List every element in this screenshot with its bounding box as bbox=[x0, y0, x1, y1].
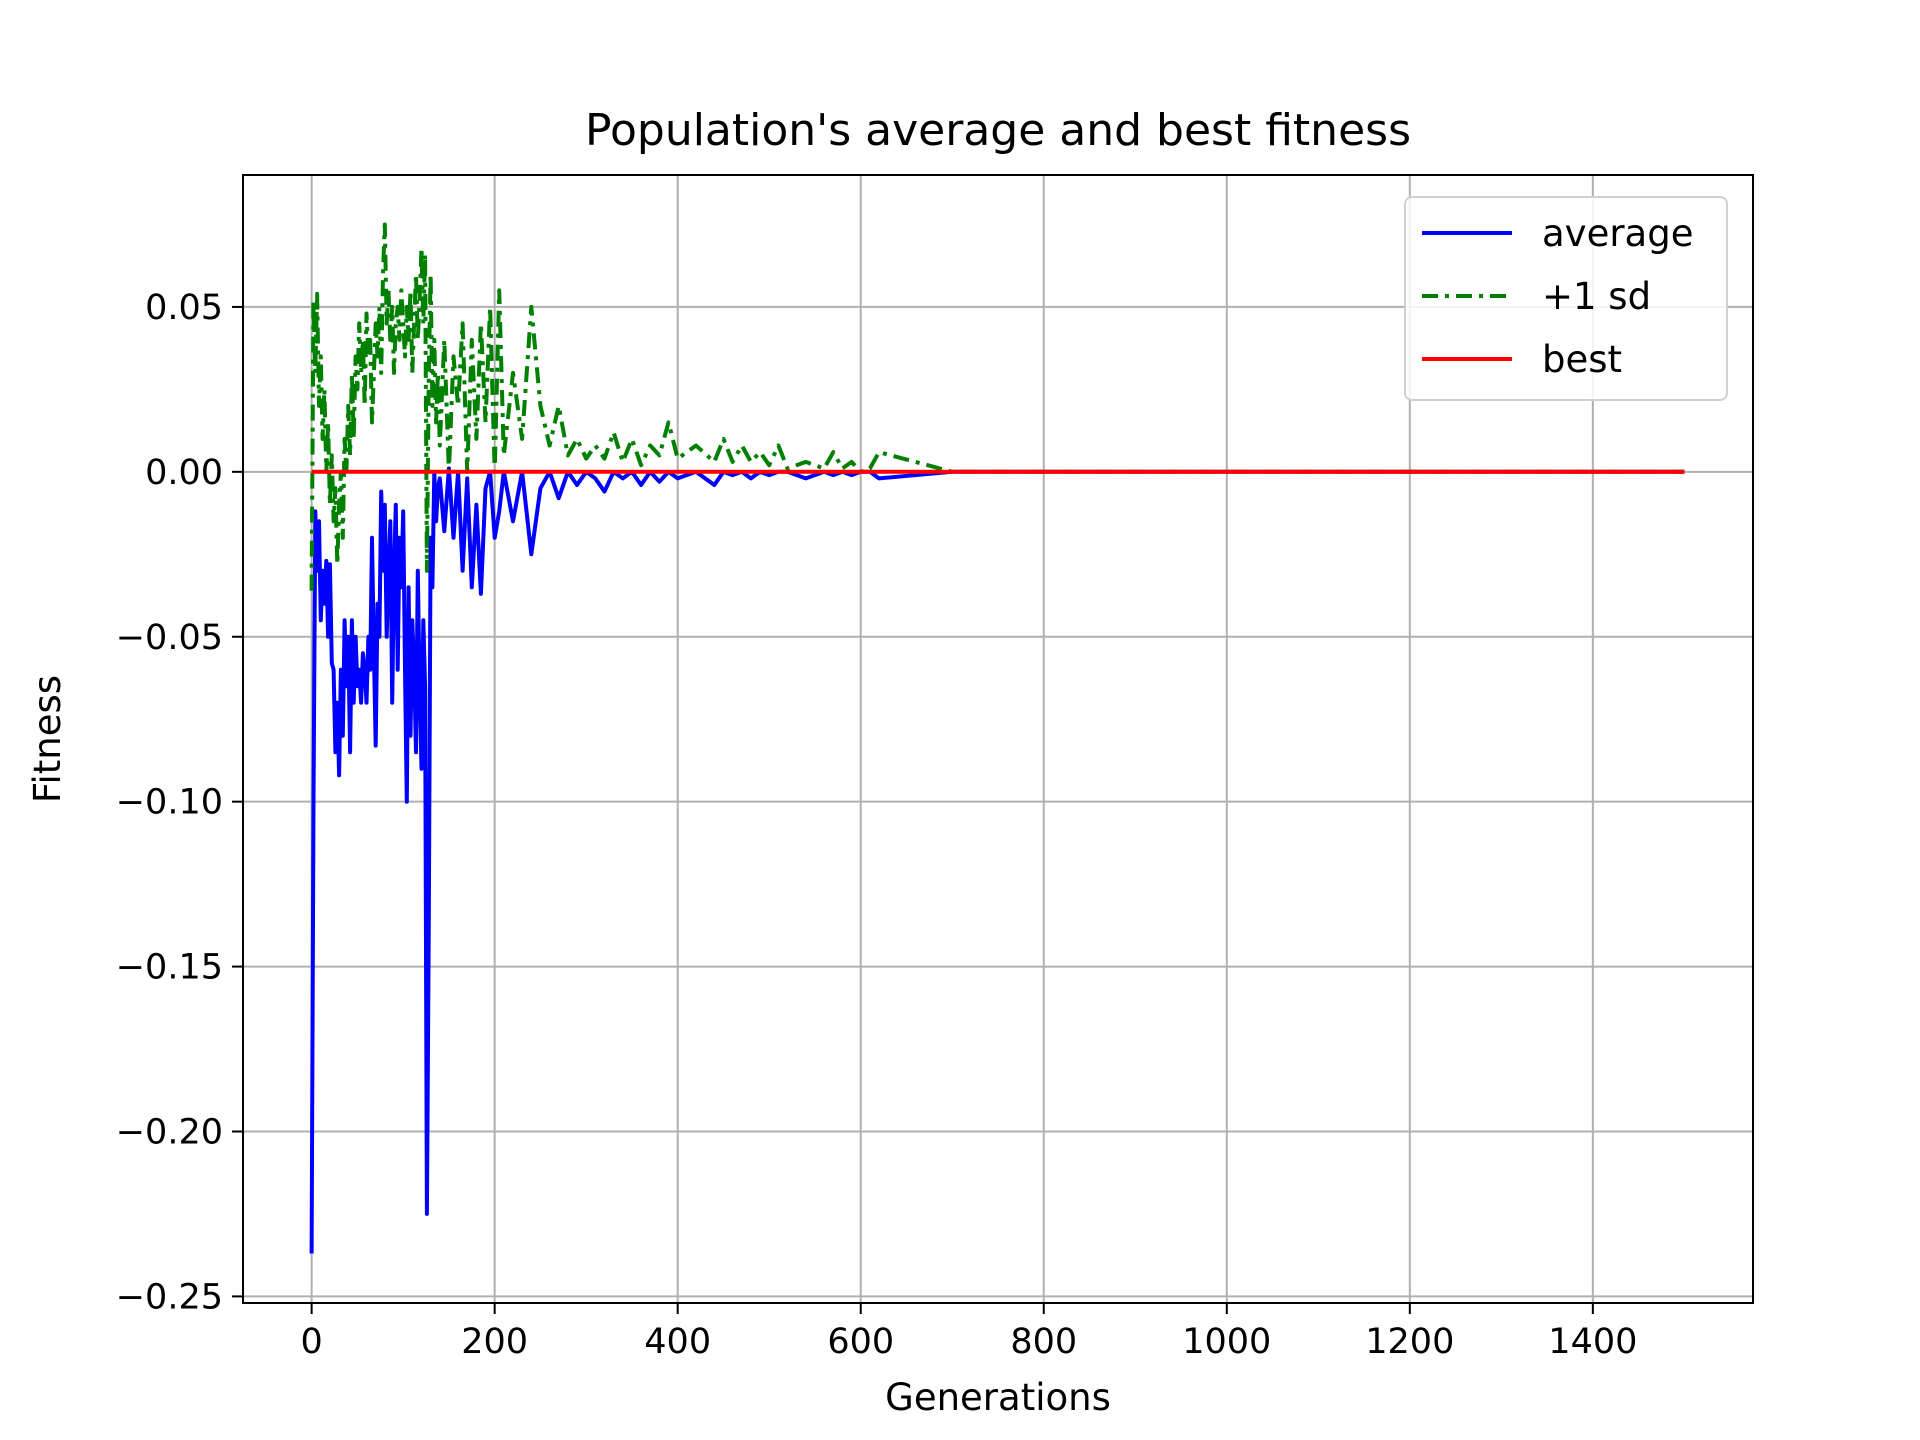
x-tick-label: 600 bbox=[827, 1322, 894, 1362]
ticks: 0 200 400 600 800 1000 1200 1400 0.05 0.00 −0.05 −0… bbox=[116, 288, 1638, 1362]
legend-label: best bbox=[1542, 338, 1622, 381]
axes-frame bbox=[242, 174, 1754, 1304]
plot-area bbox=[309, 222, 1685, 1254]
legend-box bbox=[1404, 196, 1728, 401]
legend-label: average bbox=[1542, 212, 1693, 255]
x-tick-label: 400 bbox=[644, 1322, 711, 1362]
y-tick-label: 0.00 bbox=[145, 453, 223, 493]
y-axis-label: Fitness bbox=[26, 675, 69, 803]
y-tick-label: −0.15 bbox=[116, 948, 223, 988]
x-tick-label: 1400 bbox=[1548, 1322, 1637, 1362]
x-tick-label: 1200 bbox=[1365, 1322, 1454, 1362]
x-tick-label: 200 bbox=[461, 1322, 528, 1362]
x-tick-label: 0 bbox=[300, 1322, 322, 1362]
y-tick-label: −0.10 bbox=[116, 783, 223, 823]
y-tick-label: −0.05 bbox=[116, 618, 223, 658]
chart-title: Population's average and best fitness bbox=[585, 105, 1411, 156]
y-tick-label: 0.05 bbox=[145, 288, 223, 328]
legend-label: +1 sd bbox=[1542, 275, 1651, 318]
legend: average +1 sd best bbox=[1404, 196, 1728, 401]
y-tick-label: −0.20 bbox=[116, 1112, 223, 1152]
y-tick-label: −0.25 bbox=[116, 1277, 223, 1317]
x-axis-label: Generations bbox=[885, 1376, 1111, 1419]
series-line-average bbox=[309, 466, 1685, 1254]
x-tick-label: 1000 bbox=[1182, 1322, 1271, 1362]
x-tick-label: 800 bbox=[1010, 1322, 1077, 1362]
